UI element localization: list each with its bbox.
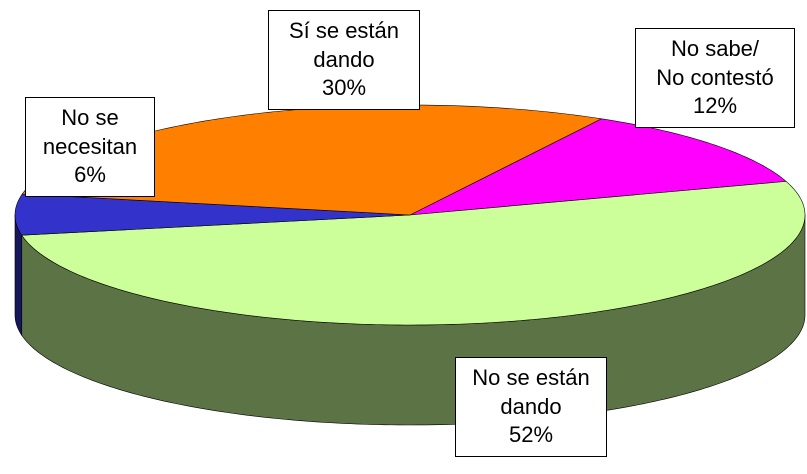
value-label: 12% (692, 93, 738, 119)
slice-label: No se necesitan 6% (25, 97, 155, 197)
slice (14, 193, 411, 236)
slice (21, 181, 806, 326)
category-name: No se están dando (472, 365, 590, 419)
value-label: 30% (321, 75, 367, 101)
value-label: 6% (74, 162, 106, 188)
value-label: 52% (508, 422, 554, 448)
category-name: No se necesitan (42, 105, 138, 159)
slice-label: No se están dando 52% (455, 357, 607, 457)
slice-label: Sí se están dando 30% (268, 10, 420, 110)
category-name: Sí se están dando (288, 18, 400, 72)
slice-label: No sabe/ No contestó 12% (635, 28, 795, 128)
category-name: No sabe/ No contestó (656, 36, 774, 90)
